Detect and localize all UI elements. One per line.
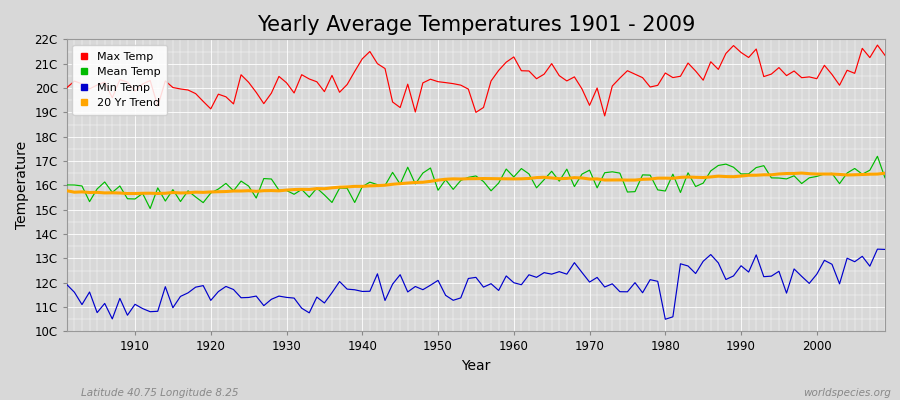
- Text: worldspecies.org: worldspecies.org: [803, 388, 891, 398]
- Legend: Max Temp, Mean Temp, Min Temp, 20 Yr Trend: Max Temp, Mean Temp, Min Temp, 20 Yr Tre…: [72, 45, 167, 115]
- Title: Yearly Average Temperatures 1901 - 2009: Yearly Average Temperatures 1901 - 2009: [256, 15, 695, 35]
- Y-axis label: Temperature: Temperature: [15, 141, 29, 230]
- X-axis label: Year: Year: [461, 359, 491, 373]
- Text: Latitude 40.75 Longitude 8.25: Latitude 40.75 Longitude 8.25: [81, 388, 239, 398]
